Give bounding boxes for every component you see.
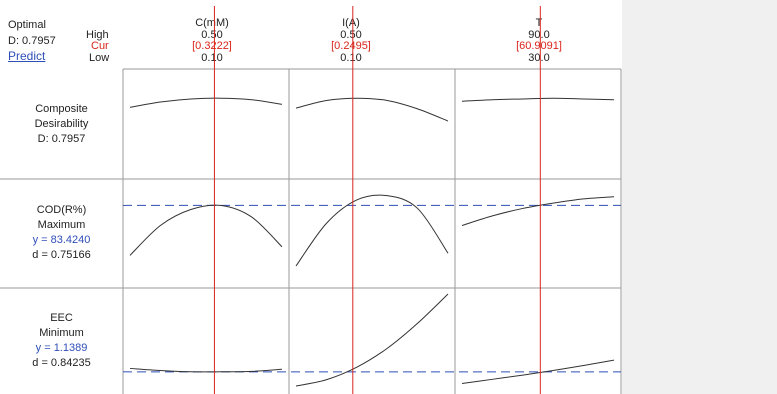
cod-desirability: d = 0.75166 — [32, 249, 91, 261]
profile-curve-cod-r-t — [461, 196, 615, 226]
profile-curve-cod-r-c-mm — [129, 204, 283, 256]
profile-curve-composite-desirability-i-a — [295, 97, 449, 122]
composite-d-value: D: 0.7957 — [8, 35, 56, 47]
profile-curve-eec-t — [461, 359, 615, 384]
factor-high-c: 0.50 — [201, 29, 223, 41]
factor-high-i: 0.50 — [340, 29, 362, 41]
composite-subtitle: Desirability — [34, 118, 89, 130]
profile-curve-eec-i-a — [295, 293, 449, 387]
composite-title: Composite — [35, 103, 88, 115]
factor-low-c: 0.10 — [201, 52, 223, 64]
eec-goal: Minimum — [39, 327, 84, 339]
factor-name-c: C(mM) — [195, 17, 229, 29]
profile-curve-composite-desirability-c-mm — [129, 97, 283, 108]
eec-predicted-y: y = 1.1389 — [35, 342, 88, 354]
profile-curve-eec-c-mm — [129, 367, 283, 373]
optimal-label: Optimal — [8, 19, 46, 31]
row-label-eec: EEC Minimum y = 1.1389 d = 0.84235 — [0, 311, 123, 371]
row-label-composite: Composite Desirability D: 0.7957 — [0, 102, 123, 147]
eec-desirability: d = 0.84235 — [32, 357, 91, 369]
row-label-cod: COD(R%) Maximum y = 83.4240 d = 0.75166 — [0, 203, 123, 263]
factor-low-t: 30.0 — [528, 52, 550, 64]
optimizer-panel — [0, 0, 622, 394]
cod-predicted-y: y = 83.4240 — [32, 234, 91, 246]
high-label: High — [86, 29, 109, 41]
cod-goal: Maximum — [37, 219, 86, 231]
factor-low-i: 0.10 — [340, 52, 362, 64]
low-label: Low — [89, 52, 110, 64]
factor-current-c[interactable]: [0.3222] — [192, 40, 232, 52]
factor-current-t[interactable]: [60.9091] — [516, 40, 562, 52]
composite-d: D: 0.7957 — [37, 133, 86, 145]
factor-high-t: 90.0 — [528, 29, 550, 41]
factor-name-i: I(A) — [342, 17, 360, 29]
eec-title: EEC — [50, 312, 73, 324]
cur-label: Cur — [91, 40, 109, 52]
predict-link[interactable]: Predict — [8, 49, 46, 63]
factor-current-i[interactable]: [0.2495] — [331, 40, 371, 52]
factor-name-t: T — [535, 17, 543, 29]
profile-curve-cod-r-i-a — [295, 194, 449, 267]
cod-title: COD(R%) — [36, 204, 87, 216]
profile-curve-composite-desirability-t — [461, 97, 615, 102]
